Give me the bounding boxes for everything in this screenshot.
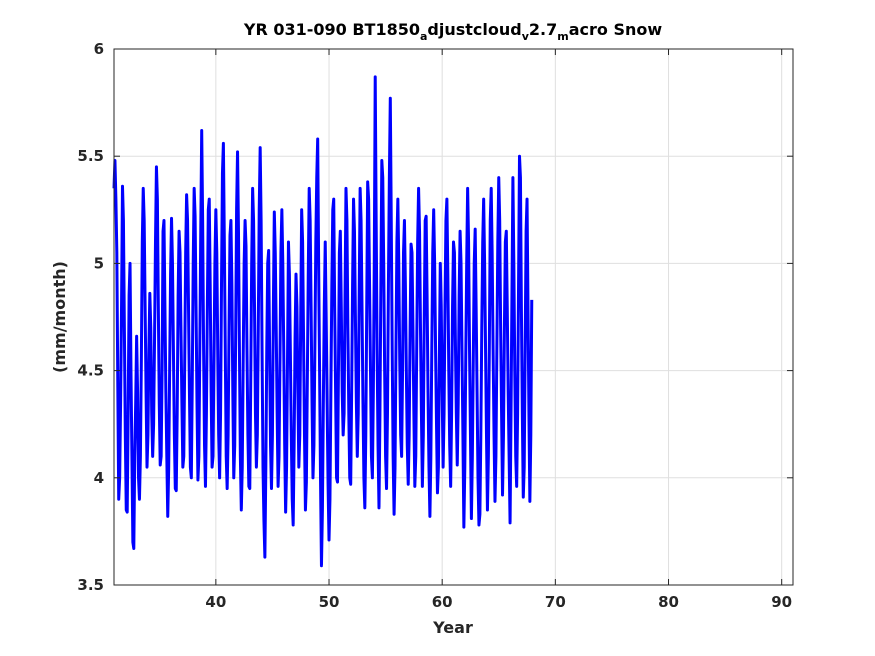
x-tick-label: 40 — [205, 593, 226, 611]
series-layer — [112, 75, 534, 568]
chart-title: YR 031-090 BT1850adjustcloudv2.7macro Sn… — [243, 20, 663, 43]
y-axis-label: (mm/month) — [50, 261, 69, 373]
x-tick-label: 90 — [771, 593, 792, 611]
x-tick-label: 70 — [545, 593, 566, 611]
y-tick-labels: 3.5 4 4.5 5 5.5 6 — [77, 40, 104, 594]
y-tick-label: 6 — [94, 40, 104, 58]
title-segment: acro Snow — [569, 20, 663, 39]
y-tick-label: 5 — [94, 254, 104, 272]
axes-box — [113, 48, 794, 586]
title-segment: YR 031-090 BT1850 — [243, 20, 420, 39]
title-subscript: m — [557, 30, 568, 43]
y-tick-label: 5.5 — [77, 147, 104, 165]
y-tick-label: 4.5 — [77, 362, 104, 380]
x-tick-label: 50 — [319, 593, 340, 611]
x-tick-label: 80 — [658, 593, 679, 611]
x-tick-label: 60 — [432, 593, 453, 611]
title-subscript: a — [420, 30, 427, 43]
y-tick-label: 3.5 — [77, 576, 104, 594]
title-subscript: v — [522, 30, 530, 43]
tick-marks — [114, 48, 793, 586]
series-line-0 — [112, 75, 534, 568]
title-segment: djustcloud — [427, 20, 521, 39]
title-segment: 2.7 — [529, 20, 557, 39]
x-axis-label: Year — [432, 618, 473, 637]
y-tick-label: 4 — [94, 469, 104, 487]
x-tick-labels: 40 50 60 70 80 90 — [205, 593, 792, 611]
